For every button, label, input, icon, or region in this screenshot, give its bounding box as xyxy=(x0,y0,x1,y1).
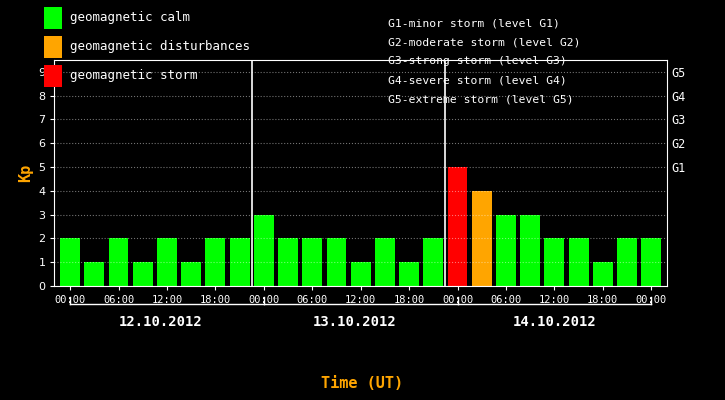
Bar xyxy=(157,238,177,286)
Bar xyxy=(254,215,274,286)
Bar xyxy=(326,238,347,286)
Text: 14.10.2012: 14.10.2012 xyxy=(513,315,596,329)
Bar xyxy=(351,262,370,286)
Text: G2-moderate storm (level G2): G2-moderate storm (level G2) xyxy=(388,37,581,47)
Bar xyxy=(617,238,637,286)
Text: geomagnetic storm: geomagnetic storm xyxy=(70,69,198,82)
Text: geomagnetic calm: geomagnetic calm xyxy=(70,12,191,24)
Bar xyxy=(302,238,322,286)
Bar xyxy=(593,262,613,286)
Text: Time (UT): Time (UT) xyxy=(321,376,404,391)
Bar xyxy=(133,262,153,286)
Y-axis label: Kp: Kp xyxy=(17,164,33,182)
Bar xyxy=(181,262,201,286)
Bar xyxy=(84,262,104,286)
Bar xyxy=(109,238,128,286)
Bar xyxy=(375,238,395,286)
Bar xyxy=(423,238,443,286)
Text: G4-severe storm (level G4): G4-severe storm (level G4) xyxy=(388,76,567,86)
Bar xyxy=(399,262,419,286)
Bar xyxy=(521,215,540,286)
Bar xyxy=(568,238,589,286)
Bar xyxy=(642,238,661,286)
Text: G5-extreme storm (level G5): G5-extreme storm (level G5) xyxy=(388,95,573,105)
Text: geomagnetic disturbances: geomagnetic disturbances xyxy=(70,40,250,53)
Text: 13.10.2012: 13.10.2012 xyxy=(312,315,397,329)
Bar xyxy=(230,238,249,286)
Text: G3-strong storm (level G3): G3-strong storm (level G3) xyxy=(388,56,567,66)
Text: 12.10.2012: 12.10.2012 xyxy=(119,315,203,329)
Bar xyxy=(205,238,225,286)
Text: G1-minor storm (level G1): G1-minor storm (level G1) xyxy=(388,18,560,28)
Bar xyxy=(447,167,468,286)
Bar xyxy=(496,215,516,286)
Bar xyxy=(278,238,298,286)
Bar xyxy=(472,191,492,286)
Bar xyxy=(544,238,564,286)
Bar xyxy=(60,238,80,286)
